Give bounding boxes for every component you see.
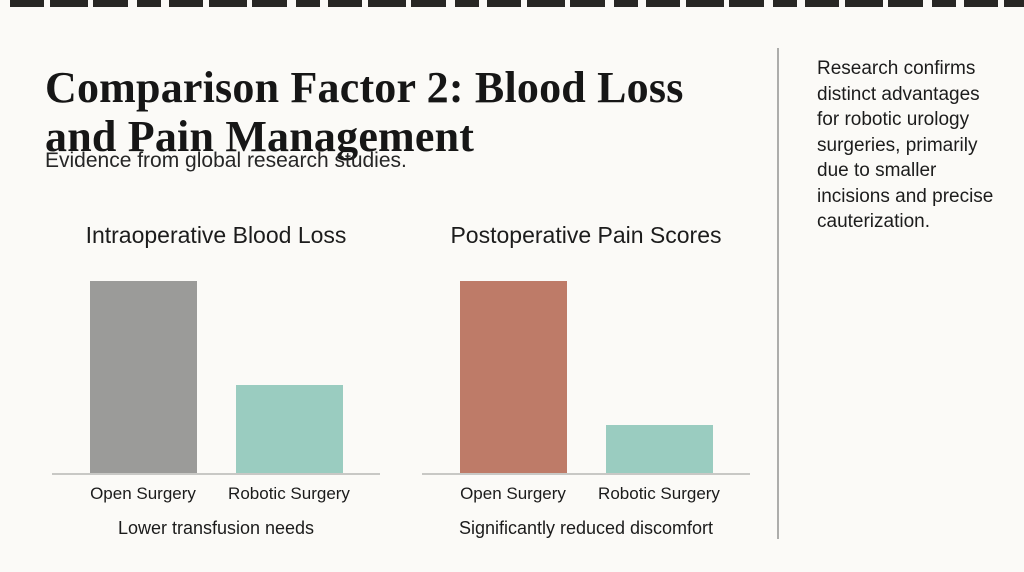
chart-postoperative-pain-scores: Postoperative Pain Scores Open Surgery R… [422, 220, 750, 539]
x-label-robotic-surgery: Robotic Surgery [228, 484, 350, 503]
x-axis-labels: Open Surgery Robotic Surgery [52, 484, 380, 504]
page-title: Comparison Factor 2: Blood Loss and Pain… [45, 63, 745, 161]
x-label-open-surgery: Open Surgery [460, 484, 566, 503]
x-label-open-surgery: Open Surgery [90, 484, 196, 503]
bar-open-surgery [459, 281, 567, 473]
chart-title: Postoperative Pain Scores [450, 222, 722, 248]
page-title-line1: Comparison Factor 2: Blood Loss [45, 63, 684, 113]
bar-open-surgery [89, 281, 197, 473]
sidebar-note: Research confirms distinct advantages fo… [817, 58, 994, 232]
chart-title: Intraoperative Blood Loss [85, 222, 347, 248]
plot-area [52, 281, 380, 475]
page-title-line2: and Pain Management [45, 112, 475, 162]
vertical-divider [777, 48, 779, 539]
chart-caption: Significantly reduced discomfort [458, 518, 714, 538]
page-subtitle: Evidence from global research studies. [45, 149, 407, 172]
x-label-robotic-surgery: Robotic Surgery [598, 484, 720, 503]
top-edge-artifact [10, 0, 1024, 7]
chart-caption: Lower transfusion needs [117, 518, 315, 538]
bar-robotic-surgery [235, 385, 343, 473]
x-axis-labels: Open Surgery Robotic Surgery [422, 484, 750, 504]
chart-intraoperative-blood-loss: Intraoperative Blood Loss Open Surgery R… [52, 220, 380, 539]
bar-robotic-surgery [605, 425, 713, 473]
plot-area [422, 281, 750, 475]
